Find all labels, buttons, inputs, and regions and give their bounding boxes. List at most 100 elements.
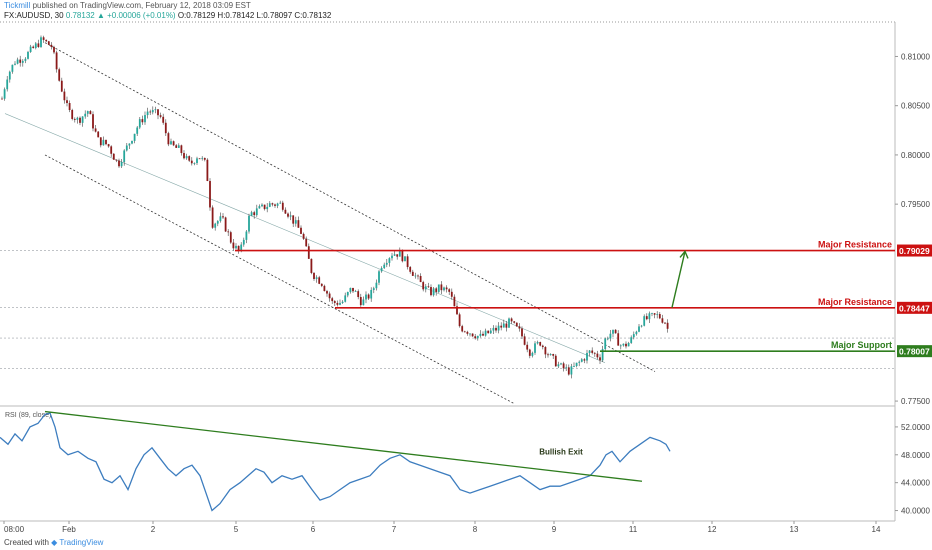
candle-body[interactable]: [133, 133, 136, 141]
candle-body[interactable]: [60, 80, 63, 92]
candle-body[interactable]: [16, 59, 19, 64]
candle-body[interactable]: [437, 284, 440, 292]
candle-body[interactable]: [430, 287, 432, 296]
candle-body[interactable]: [599, 357, 601, 361]
candle-body[interactable]: [19, 59, 22, 63]
candle-body[interactable]: [183, 153, 185, 159]
candle-body[interactable]: [164, 122, 167, 134]
candle-body[interactable]: [53, 46, 55, 53]
candle-body[interactable]: [323, 285, 326, 292]
candle-body[interactable]: [604, 338, 607, 350]
candle-body[interactable]: [201, 157, 204, 159]
candle-body[interactable]: [417, 275, 419, 277]
candle-body[interactable]: [219, 216, 222, 222]
candle-body[interactable]: [500, 325, 503, 328]
candle-body[interactable]: [120, 162, 123, 167]
candle-body[interactable]: [656, 314, 659, 315]
candle-body[interactable]: [414, 275, 417, 277]
candle-body[interactable]: [427, 286, 430, 288]
candle-body[interactable]: [42, 37, 45, 40]
candle-body[interactable]: [276, 203, 279, 206]
candle-body[interactable]: [645, 316, 648, 320]
candle-body[interactable]: [24, 58, 27, 61]
candle-body[interactable]: [505, 323, 508, 328]
candle-body[interactable]: [284, 209, 287, 214]
candle-body[interactable]: [396, 254, 399, 257]
candle-body[interactable]: [578, 361, 581, 363]
candle-body[interactable]: [380, 268, 383, 272]
tradingview-brand[interactable]: TradingView: [59, 538, 104, 547]
candle-body[interactable]: [591, 350, 594, 353]
candle-body[interactable]: [648, 313, 651, 320]
candle-body[interactable]: [154, 109, 157, 111]
candle-body[interactable]: [406, 256, 409, 268]
candle-body[interactable]: [37, 43, 40, 47]
candle-body[interactable]: [393, 254, 396, 256]
candle-body[interactable]: [125, 145, 128, 151]
candle-body[interactable]: [172, 141, 175, 146]
candle-body[interactable]: [458, 314, 461, 327]
candle-body[interactable]: [157, 109, 159, 116]
candle-body[interactable]: [466, 331, 469, 334]
candle-body[interactable]: [632, 334, 635, 338]
candle-body[interactable]: [89, 111, 92, 115]
candle-body[interactable]: [97, 131, 100, 138]
candle-body[interactable]: [79, 117, 81, 123]
candle-body[interactable]: [502, 323, 505, 328]
candle-body[interactable]: [575, 362, 578, 367]
candle-body[interactable]: [557, 364, 560, 367]
candle-body[interactable]: [1, 98, 3, 100]
candle-body[interactable]: [513, 321, 516, 323]
candle-body[interactable]: [580, 359, 583, 362]
candle-body[interactable]: [159, 115, 162, 117]
candle-body[interactable]: [245, 231, 248, 240]
candle-body[interactable]: [255, 208, 258, 216]
channel-upper-line[interactable]: [44, 42, 656, 372]
candle-body[interactable]: [105, 139, 107, 145]
candle-body[interactable]: [601, 349, 604, 361]
candle-body[interactable]: [235, 245, 237, 249]
candle-body[interactable]: [661, 318, 664, 323]
candle-body[interactable]: [666, 322, 669, 329]
candle-body[interactable]: [196, 158, 198, 164]
candle-body[interactable]: [271, 203, 274, 205]
candle-body[interactable]: [300, 227, 302, 234]
candle-body[interactable]: [242, 239, 245, 245]
candle-body[interactable]: [372, 288, 375, 290]
candle-body[interactable]: [333, 301, 336, 303]
candle-body[interactable]: [614, 329, 617, 334]
candle-body[interactable]: [341, 301, 344, 303]
candle-body[interactable]: [588, 350, 591, 353]
candle-body[interactable]: [32, 46, 35, 48]
candle-body[interactable]: [528, 349, 531, 356]
candle-body[interactable]: [612, 329, 614, 334]
candle-body[interactable]: [560, 363, 562, 365]
candle-body[interactable]: [531, 352, 534, 356]
candle-body[interactable]: [297, 220, 300, 228]
candle-body[interactable]: [518, 326, 521, 329]
candle-body[interactable]: [526, 344, 529, 350]
candle-body[interactable]: [86, 111, 89, 114]
candle-body[interactable]: [627, 342, 630, 347]
candle-body[interactable]: [84, 113, 87, 117]
candle-body[interactable]: [456, 306, 458, 315]
candle-body[interactable]: [261, 204, 263, 207]
candle-body[interactable]: [331, 298, 334, 302]
candle-body[interactable]: [68, 103, 71, 110]
candle-body[interactable]: [11, 64, 14, 72]
candle-body[interactable]: [307, 246, 310, 259]
candle-body[interactable]: [123, 150, 126, 163]
candle-body[interactable]: [211, 207, 214, 228]
candle-body[interactable]: [144, 115, 146, 123]
candle-body[interactable]: [305, 238, 308, 247]
candle-body[interactable]: [227, 231, 230, 233]
candle-body[interactable]: [432, 288, 435, 296]
candle-body[interactable]: [229, 232, 232, 243]
candle-body[interactable]: [232, 242, 235, 249]
candle-body[interactable]: [3, 89, 6, 99]
candle-body[interactable]: [583, 359, 586, 361]
candle-body[interactable]: [224, 217, 227, 232]
candle-body[interactable]: [177, 145, 180, 148]
candle-body[interactable]: [315, 277, 318, 279]
candle-body[interactable]: [58, 69, 61, 81]
